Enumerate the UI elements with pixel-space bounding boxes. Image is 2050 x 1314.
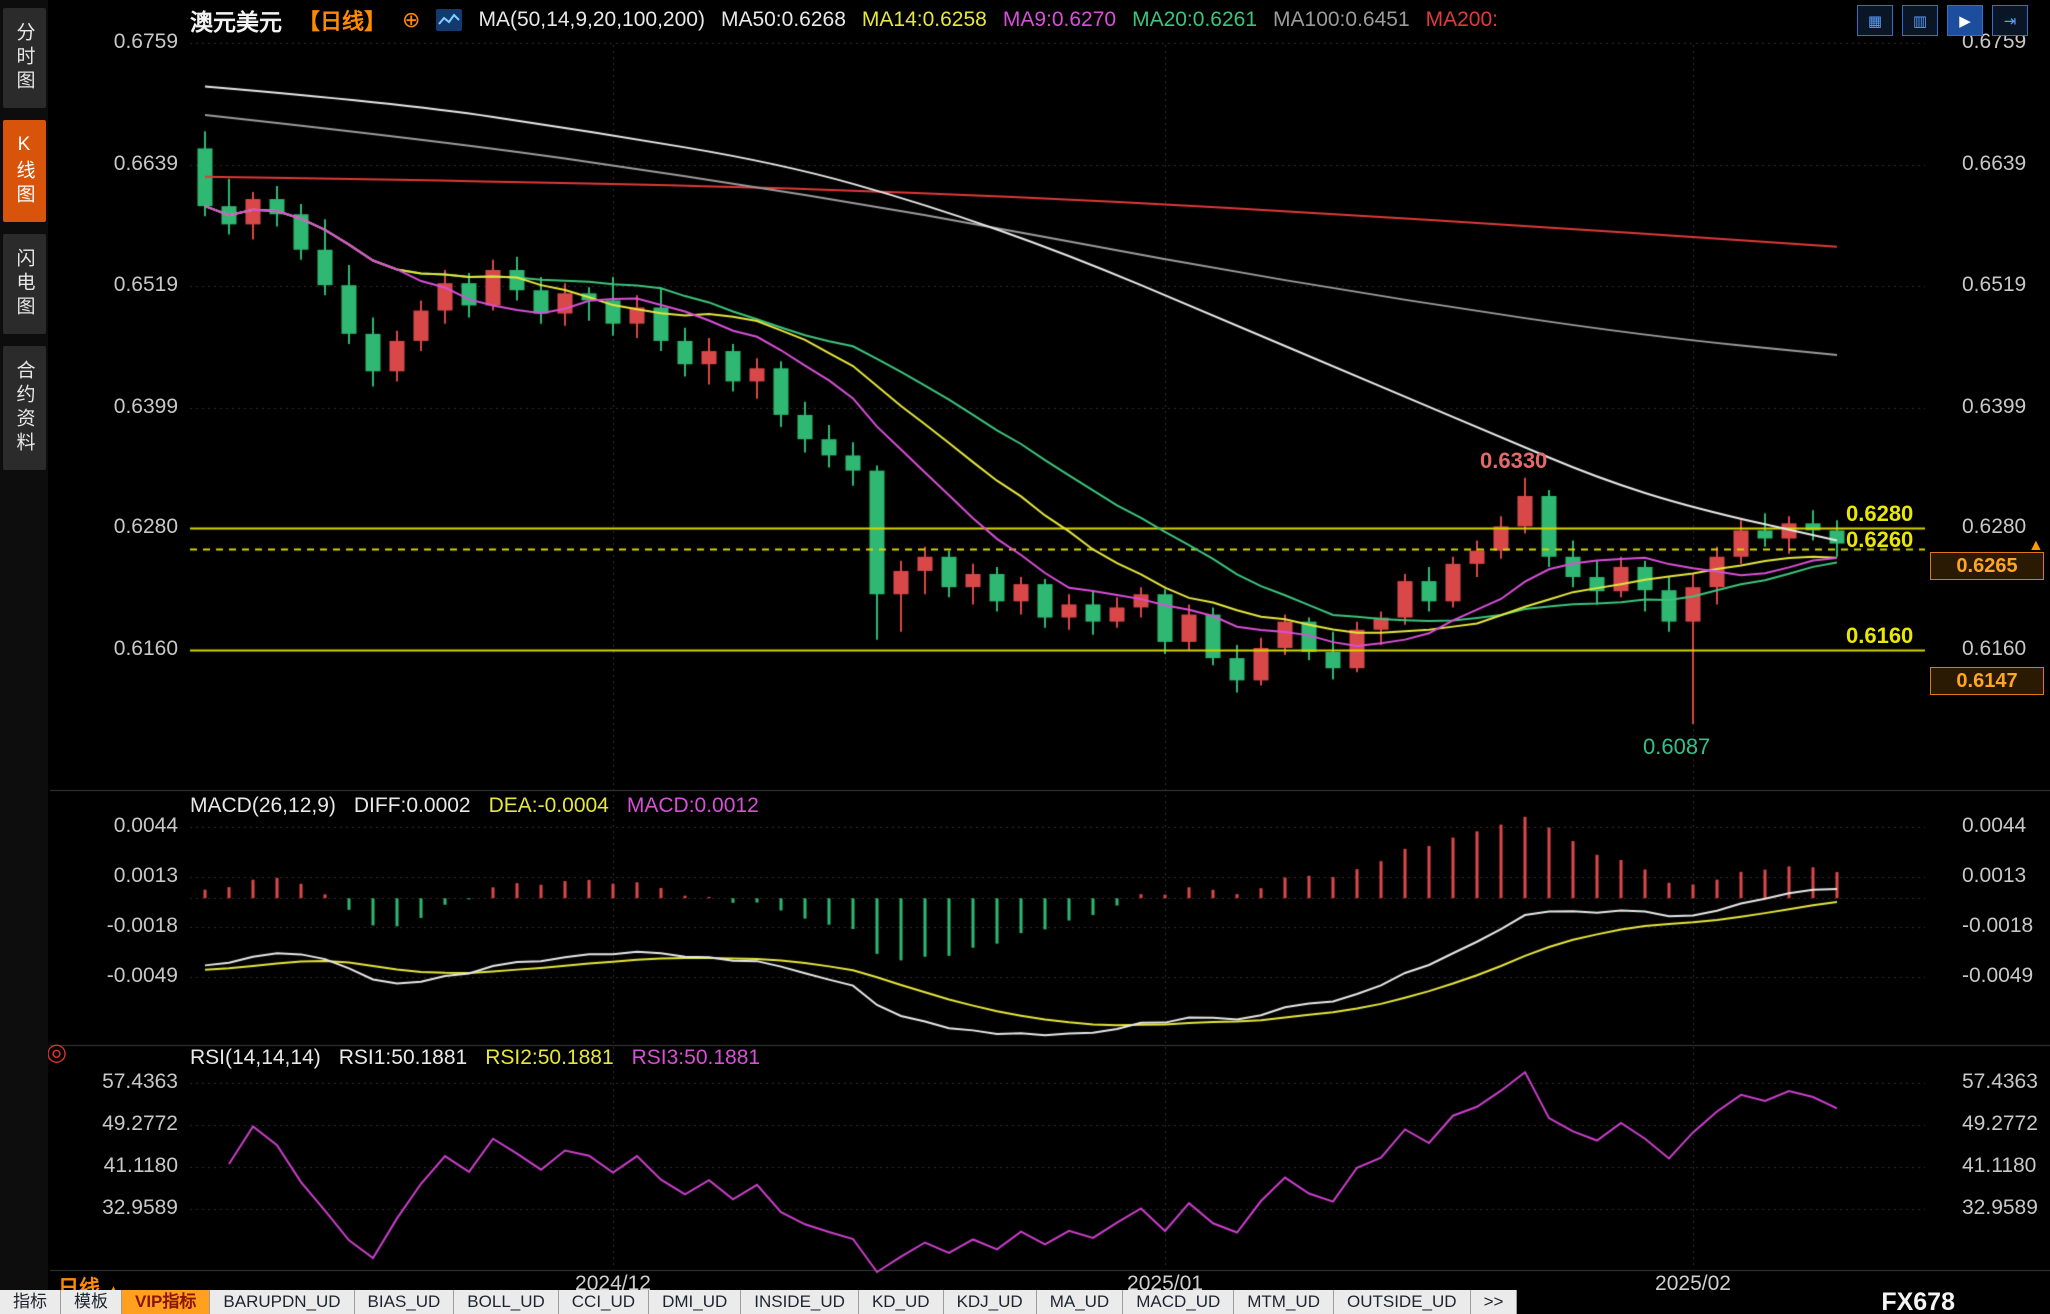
bottom-tab[interactable]: KDJ_UD <box>943 1290 1037 1314</box>
rsi-params-label: RSI(14,14,14) <box>190 1046 321 1069</box>
rsi-tick-label: 57.4363 <box>1962 1070 2038 1093</box>
left-sidebar: 分时图 K线图 闪电图 合约资料 <box>0 0 48 1314</box>
bottom-tab[interactable]: 指标 <box>0 1290 61 1314</box>
bottom-tab[interactable]: DMI_UD <box>649 1290 742 1314</box>
period-badge[interactable]: 【日线】 <box>298 9 387 34</box>
macd-tick-label: 0.0013 <box>113 864 178 887</box>
multi-window-icon[interactable]: ▦ <box>1857 5 1893 36</box>
macd-tick-label: -0.0018 <box>1962 914 2034 937</box>
rsi-tick-label: 32.9589 <box>1962 1196 2038 1219</box>
rsi-tick-label: 41.1180 <box>103 1154 178 1177</box>
bottom-tab[interactable]: >> <box>1470 1290 1518 1314</box>
ma-value-label: MA50:0.6268 <box>720 8 846 31</box>
resistance-price-label: 0.6280 <box>1846 501 1914 527</box>
indicator-target-icon[interactable]: ◎ <box>46 1039 67 1066</box>
macd-params-label: MACD(26,12,9) <box>190 794 336 817</box>
price-tick-label: 0.6399 <box>113 395 178 418</box>
sidebar-item-kline-chart[interactable]: K线图 <box>2 120 46 222</box>
macd-dea-label: DEA:-0.0004 <box>488 794 609 817</box>
rsi-tick-label: 32.9589 <box>102 1196 178 1219</box>
price-tick-label: 0.6160 <box>1962 637 2027 660</box>
macd-tick-label: 0.0044 <box>1962 814 2027 837</box>
price-tick-label: 0.6639 <box>113 152 178 175</box>
swing-high-annotation: 0.6330 <box>1480 447 1548 473</box>
expand-icon[interactable]: ⊕ <box>402 7 421 32</box>
bottom-tab[interactable]: MA_UD <box>1036 1290 1124 1314</box>
rsi3-label: RSI3:50.1881 <box>631 1046 761 1069</box>
price-tick-label: 0.6399 <box>1962 395 2027 418</box>
macd-tick-label: -0.0049 <box>106 964 178 987</box>
price-tick-label: 0.6759 <box>113 30 178 53</box>
bottom-tab-bar: 指标 模板 VIP指标 BARUPDN_UD BIAS_UD BOLL_UD CCI_UD D… <box>0 1290 2050 1314</box>
price-tick-label: 0.6280 <box>113 515 178 538</box>
active-chart-icon[interactable]: ▶ <box>1947 5 1983 36</box>
bottom-tab[interactable]: BIAS_UD <box>354 1290 455 1314</box>
rsi-legend: RSI(14,14,14) RSI1:50.1881 RSI2:50.1881 … <box>190 1046 760 1070</box>
support-price-label: 0.6160 <box>1846 623 1914 648</box>
rsi-tick-label: 49.2772 <box>102 1112 178 1135</box>
last-price-tag: 0.6265 <box>1930 551 2044 580</box>
rsi1-label: RSI1:50.1881 <box>338 1046 468 1069</box>
swing-low-annotation: 0.6087 <box>1643 733 1711 759</box>
rsi-tick-label: 57.4363 <box>102 1070 178 1093</box>
toolbar-icons: ▦ ▥ ▶ ⇥ <box>1857 5 2028 36</box>
tabbar-spacer <box>1517 1290 1882 1314</box>
date-axis-label: 2024/12 <box>575 1272 651 1295</box>
bottom-tab[interactable]: OUTSIDE_UD <box>1333 1290 1471 1314</box>
rsi-tick-label: 49.2772 <box>1962 1112 2038 1135</box>
ma-settings-label: MA(50,14,9,20,100,200) <box>478 8 705 31</box>
rsi-tick-label: 41.1180 <box>1962 1154 2037 1177</box>
current-price-label: 0.6260 <box>1846 526 1914 552</box>
rsi2-label: RSI2:50.1881 <box>485 1046 614 1069</box>
sidebar-item-contract-info[interactable]: 合约资料 <box>2 346 46 470</box>
sidebar-item-time-chart[interactable]: 分时图 <box>2 8 46 108</box>
ma-value-label: MA20:0.6261 <box>1132 8 1258 31</box>
macd-tick-label: 0.0044 <box>113 814 178 837</box>
bottom-tab[interactable]: MACD_UD <box>1123 1290 1235 1314</box>
split-panes-icon[interactable]: ▥ <box>1902 5 1938 36</box>
macd-tick-label: -0.0018 <box>106 914 178 937</box>
macd-value-label: MACD:0.0012 <box>626 794 759 817</box>
price-tick-label: 0.6280 <box>1962 515 2027 538</box>
price-tick-label: 0.6519 <box>113 273 178 296</box>
price-tick-label: 0.6160 <box>113 637 178 660</box>
chart-header: 澳元美元 【日线】 ⊕ MA(50,14,9,20,100,200) MA50:… <box>190 0 1498 40</box>
bottom-tab[interactable]: 模板 <box>61 1290 122 1314</box>
price-tick-label: 0.6519 <box>1962 273 2027 296</box>
sidebar-item-flash-chart[interactable]: 闪电图 <box>2 234 46 334</box>
ma-values-legend: MA50:0.6268 MA14:0.6258 MA9:0.6270 MA20:0.6… <box>721 8 1498 32</box>
macd-diff-label: DIFF:0.0002 <box>353 794 471 817</box>
macd-tick-label: -0.0049 <box>1962 964 2034 987</box>
ma-value-label: MA9:0.6270 <box>1002 8 1117 31</box>
macd-tick-label: 0.0013 <box>1962 864 2027 887</box>
price-tick-label: 0.6639 <box>1962 152 2027 175</box>
symbol-title: 澳元美元 <box>190 9 282 35</box>
ma-value-label: MA14:0.6258 <box>861 8 987 31</box>
brand-watermark: FX678 <box>1881 1288 1955 1314</box>
bottom-tab[interactable]: KD_UD <box>858 1290 944 1314</box>
bottom-tab[interactable]: INSIDE_UD <box>741 1290 859 1314</box>
date-axis-label: 2025/01 <box>1127 1272 1203 1295</box>
macd-legend: MACD(26,12,9) DIFF:0.0002 DEA:-0.0004 MA… <box>190 794 759 818</box>
mini-chart-icon <box>436 9 463 31</box>
price-up-arrow-icon: ▲ <box>2028 536 2044 554</box>
low-price-tag: 0.6147 <box>1930 667 2044 696</box>
bottom-tab[interactable]: VIP指标 <box>122 1290 211 1314</box>
ma-value-label: MA200: <box>1425 8 1498 31</box>
bottom-tab[interactable]: MTM_UD <box>1234 1290 1334 1314</box>
exit-view-icon[interactable]: ⇥ <box>1992 5 2028 36</box>
date-axis-label: 2025/02 <box>1655 1272 1731 1295</box>
ma-value-label: MA100:0.6451 <box>1273 8 1410 31</box>
bottom-tab[interactable]: BOLL_UD <box>454 1290 559 1314</box>
bottom-tab[interactable]: CCI_UD <box>558 1290 650 1314</box>
bottom-tab[interactable]: BARUPDN_UD <box>210 1290 355 1314</box>
